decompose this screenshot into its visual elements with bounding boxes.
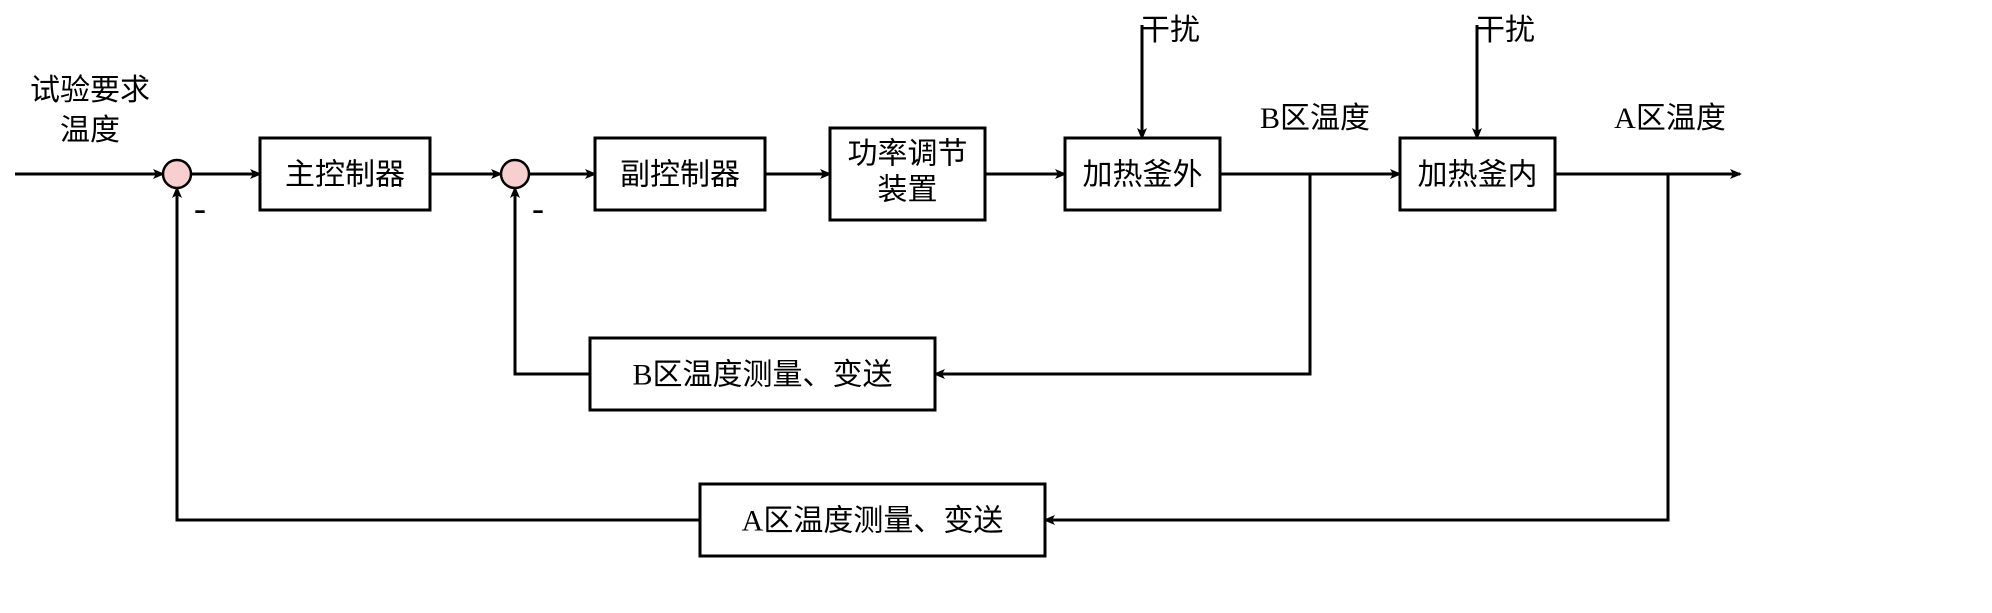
nodes-group: 主控制器 副控制器 功率调节装置 加热釜外 加热釜内 B区温度测量、变送 A区温度测量、变送 [163,128,1555,556]
disturbance-2-label: 干扰 [1475,14,1535,47]
input-label-line1: 试验要求 [30,74,150,107]
summing-junction-sj2 [501,160,529,188]
block-main-label: 主控制器 [285,159,405,192]
edges-group [15,25,1740,520]
block-power-label-1: 装置 [878,174,938,207]
summing-junction-sj1 [163,160,191,188]
block-outer: 加热釜外 [1065,138,1220,210]
block-outer-label: 加热釜外 [1083,159,1203,192]
block-sub: 副控制器 [595,138,765,210]
minus-sign-2: - [532,188,544,228]
block-sub-label: 副控制器 [620,159,740,192]
block-inner-label: 加热釜内 [1418,159,1538,192]
b-zone-temp-label: B区温度 [1260,102,1370,135]
input-label-line2: 温度 [60,114,120,147]
disturbance-1-label: 干扰 [1140,14,1200,47]
block-b_meas-label: B区温度测量、变送 [632,359,892,392]
block-main: 主控制器 [260,138,430,210]
minus-sign-1: - [194,188,206,228]
block-power-label-0: 功率调节 [848,138,968,171]
block-a_meas-label: A区温度测量、变送 [742,505,1004,538]
block-inner: 加热釜内 [1400,138,1555,210]
a-zone-temp-label: A区温度 [1614,102,1726,135]
block-a_meas: A区温度测量、变送 [700,484,1045,556]
block-power: 功率调节装置 [830,128,985,220]
edge-b_meas-sj2 [515,188,590,374]
edge-tap_a-a_meas [1045,174,1668,520]
block-b_meas: B区温度测量、变送 [590,338,935,410]
